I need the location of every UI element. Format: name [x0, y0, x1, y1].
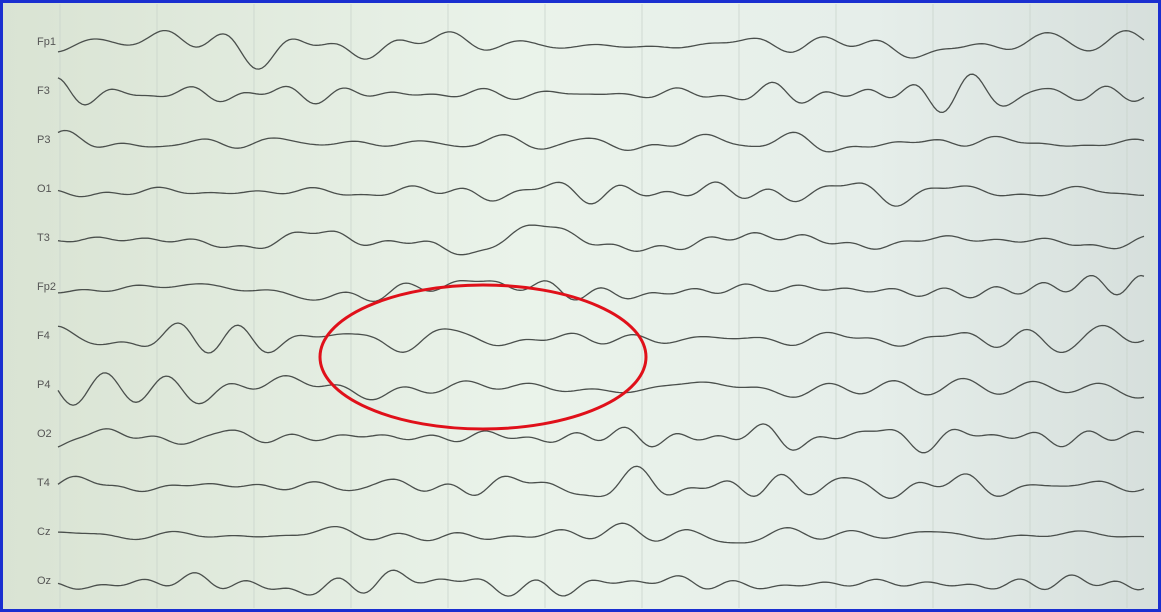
channel-label: P3	[37, 134, 50, 146]
channel-label: F4	[37, 330, 50, 342]
channel-label: Fp2	[37, 281, 56, 293]
channel-label: O1	[37, 183, 52, 195]
channel-label: T4	[37, 477, 50, 489]
channel-label: O2	[37, 428, 52, 440]
channel-label: Oz	[37, 575, 51, 587]
channel-label: P4	[37, 379, 50, 391]
page: Fp1F3P3O1T3Fp2F4P4O2T4CzOz (() => { cons…	[0, 0, 1161, 612]
eeg-photo: Fp1 F3 P3 O1 T3 Fp2 F4 P4 O2 T4 Cz Oz	[0, 0, 1161, 612]
channel-label: T3	[37, 232, 50, 244]
channel-label: Fp1	[37, 36, 56, 48]
channel-label: Cz	[37, 526, 50, 538]
channel-label: F3	[37, 85, 50, 97]
